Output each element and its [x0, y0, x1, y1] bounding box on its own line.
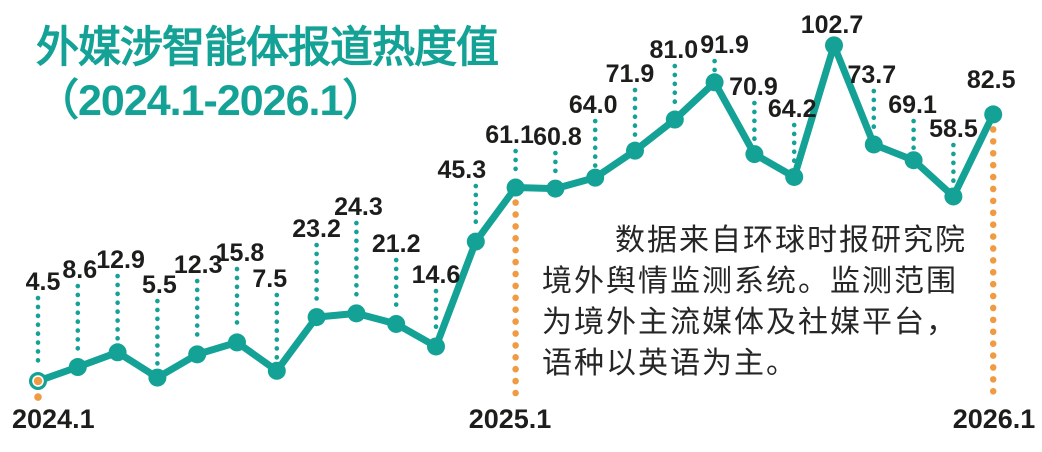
x-axis-label: 2025.1 — [469, 404, 552, 434]
x-axis-label: 2024.1 — [12, 404, 95, 434]
data-point — [108, 343, 127, 362]
value-label: 64.0 — [569, 91, 618, 119]
data-point — [705, 73, 724, 92]
value-label: 5.5 — [142, 271, 177, 299]
data-point — [427, 337, 445, 356]
data-point — [267, 361, 286, 380]
axis-marker-dot — [34, 393, 42, 401]
value-label: 12.9 — [96, 246, 145, 274]
source-note-line: 数据来自环球时报研究院 — [615, 224, 967, 257]
value-label: 4.5 — [26, 268, 61, 296]
source-note-line: 境外舆情监测系统。监测范围 — [542, 265, 958, 298]
value-label: 8.6 — [62, 256, 97, 284]
value-label: 73.7 — [847, 61, 896, 89]
data-point — [586, 168, 605, 187]
data-point — [825, 36, 843, 55]
value-label: 82.5 — [967, 66, 1016, 94]
data-point — [864, 135, 883, 154]
source-note-line: 语种以英语为主。 — [542, 347, 798, 380]
chart-title-line2: （2024.1-2026.1） — [36, 77, 385, 125]
data-point — [626, 141, 644, 160]
value-label: 64.2 — [768, 95, 817, 123]
value-label: 91.9 — [700, 31, 749, 59]
value-label: 45.3 — [437, 156, 486, 184]
value-label: 81.0 — [649, 36, 698, 64]
value-label: 7.5 — [252, 265, 287, 293]
data-point — [546, 179, 565, 198]
value-label: 12.3 — [174, 251, 223, 279]
value-label: 102.7 — [801, 11, 864, 39]
data-point — [466, 232, 485, 251]
value-label: 21.2 — [372, 230, 421, 258]
value-label: 15.8 — [216, 239, 265, 267]
data-point — [188, 345, 207, 364]
value-label: 61.1 — [485, 121, 534, 149]
x-axis-label: 2026.1 — [953, 404, 1036, 434]
value-label: 23.2 — [292, 215, 341, 243]
value-label: 24.3 — [334, 193, 383, 221]
data-point — [745, 145, 764, 164]
data-point-core — [33, 376, 43, 386]
value-label: 60.8 — [533, 123, 582, 151]
source-note: 数据来自环球时报研究院 境外舆情监测系统。监测范围 为境外主流媒体及社媒平台， … — [542, 220, 1012, 384]
data-point — [785, 167, 804, 186]
data-point — [665, 110, 684, 129]
chart-title-line1: 外媒涉智能体报道热度值 — [36, 24, 499, 72]
chart-title: 外媒涉智能体报道热度值 （2024.1-2026.1） — [36, 22, 499, 128]
value-label: 71.9 — [606, 60, 655, 88]
data-point — [904, 151, 923, 170]
data-point — [307, 308, 326, 327]
value-label: 58.5 — [929, 115, 978, 143]
data-point — [506, 178, 525, 197]
data-point — [984, 105, 1003, 124]
value-label: 70.9 — [729, 73, 778, 101]
data-point — [347, 304, 366, 323]
data-point — [148, 368, 167, 387]
value-label: 14.6 — [412, 261, 461, 289]
data-point — [68, 358, 87, 377]
value-label: 69.1 — [888, 91, 937, 119]
data-point — [944, 187, 963, 206]
data-point — [228, 333, 246, 352]
source-note-line: 为境外主流媒体及社媒平台， — [542, 306, 958, 339]
data-point — [387, 314, 406, 333]
